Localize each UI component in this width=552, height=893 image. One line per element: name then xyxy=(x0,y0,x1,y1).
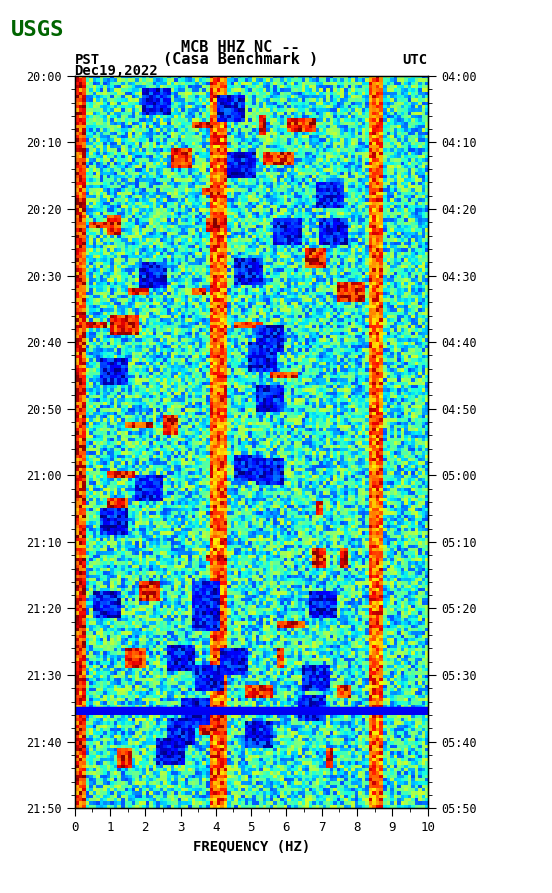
Text: USGS: USGS xyxy=(11,20,65,39)
X-axis label: FREQUENCY (HZ): FREQUENCY (HZ) xyxy=(193,840,310,854)
Text: UTC: UTC xyxy=(402,53,428,67)
Text: MCB HHZ NC --: MCB HHZ NC -- xyxy=(181,40,299,54)
Text: PST: PST xyxy=(75,53,100,67)
Text: (Casa Benchmark ): (Casa Benchmark ) xyxy=(162,53,318,67)
Text: Dec19,2022: Dec19,2022 xyxy=(75,64,158,79)
